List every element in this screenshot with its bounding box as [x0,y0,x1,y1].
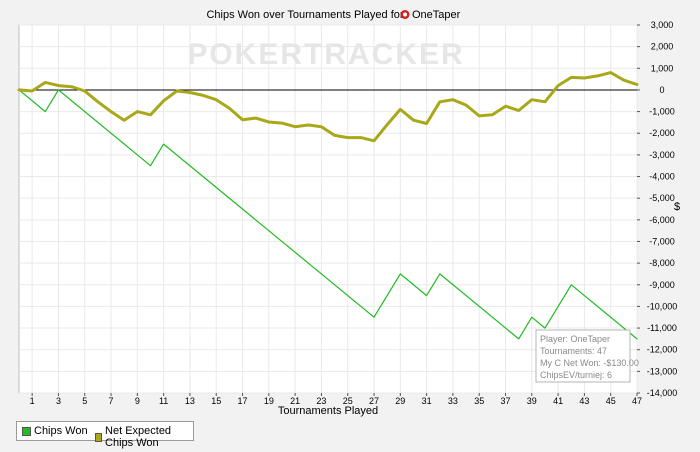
y-tick-label: -7,000 [649,236,675,246]
x-tick-label: 5 [82,396,87,406]
chart-title: Chips Won over Tournaments Played for [206,9,403,21]
legend-label: Net Expected Chips Won [105,425,172,449]
x-tick-label: 23 [316,396,326,406]
x-tick-label: 37 [501,396,511,406]
y-tick-label: -13,000 [647,366,678,376]
x-tick-label: 25 [343,396,353,406]
x-tick-label: 41 [553,396,563,406]
y-tick-label: -11,000 [647,323,677,333]
y-tick-label: -10,000 [647,301,678,311]
x-tick-label: 17 [238,396,248,406]
x-tick-label: 15 [211,396,221,406]
watermark: POKERTRACKER [187,38,464,71]
y-tick-label: -2,000 [649,128,675,138]
x-tick-label: 33 [448,396,458,406]
tooltip-line: ChipsEV/turniej: 6 [540,370,612,380]
x-tick-label: 11 [159,396,168,406]
tooltip-line: Player: OneTaper [540,334,610,344]
legend-item-chips-won[interactable]: Chips Won [22,425,88,437]
y-tick-label: -5,000 [649,193,675,203]
x-tick-label: 39 [527,396,537,406]
x-tick-label: 27 [369,396,379,406]
x-tick-label: 3 [56,396,61,406]
y-tick-label: 2,000 [651,42,674,52]
y-tick-label: 1,000 [651,63,674,73]
legend-swatch-icon [95,432,103,442]
chart-title-player: OneTaper [400,9,461,21]
data-tooltip: Player: OneTaper Tournaments: 47 My C Ne… [535,329,639,383]
series-line-chips-won [18,89,638,340]
y-tick-label: 0 [659,85,664,95]
y-tick-label: -4,000 [649,172,675,182]
x-tick-label: 31 [422,396,432,406]
y-tick-label: -6,000 [649,215,675,225]
x-tick-label: 47 [632,396,642,406]
x-tick-label: 9 [135,396,140,406]
legend-label: Chips Won [34,425,88,437]
series-group [17,71,639,340]
y-tick-label: -8,000 [649,258,675,268]
x-axis-label: Tournaments Played [278,405,378,417]
y-tick-label: -14,000 [647,388,678,398]
y-tick-label: 3,000 [651,20,674,30]
y-axis-label: $ [674,201,680,213]
player-name: OneTaper [412,9,461,21]
y-tick-label: -1,000 [649,107,675,117]
legend: Chips Won Net Expected Chips Won [16,421,194,449]
tooltip-box [535,329,631,383]
tooltip-line: My C Net Won: -$130.00 [540,358,639,368]
series-line-net-expected [17,71,639,143]
x-tick-label: 19 [264,396,274,406]
x-tick-label: 29 [395,396,405,406]
x-tick-label: 13 [185,396,195,406]
x-tick-label: 1 [30,396,35,406]
x-tick-label: 43 [579,396,589,406]
x-tick-label: 45 [606,396,616,406]
x-tick-label: 21 [290,396,300,406]
y-tick-label: -3,000 [649,150,675,160]
x-tick-label: 7 [109,396,114,406]
legend-item-net-expected[interactable]: Net Expected Chips Won [95,425,193,449]
pokerstars-logo-icon [400,10,410,19]
y-axis-ticks: 3,000 2,000 1,000 0 -1,000 -2,000 -3,000 -4,000… [637,20,677,398]
y-tick-label: -9,000 [649,280,675,290]
legend-swatch-icon [22,426,31,436]
y-tick-label: -12,000 [647,345,678,355]
x-axis-ticks: 1 3 5 7 9 11 13 15 17 19 21 23 25 27 29 31 33 35 37 39 41 43 4… [30,393,642,406]
tooltip-line: Tournaments: 47 [540,346,607,356]
x-tick-label: 35 [474,396,484,406]
